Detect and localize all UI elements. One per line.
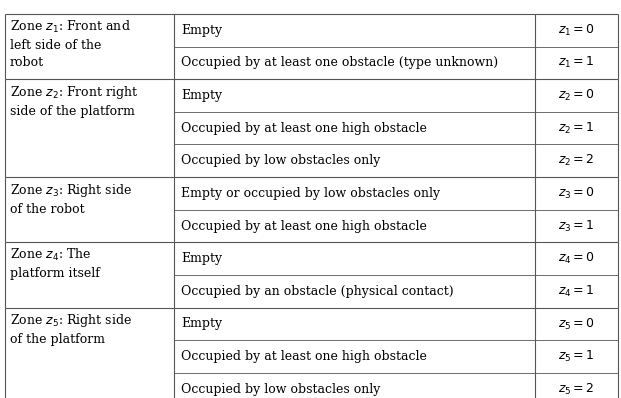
Text: $z_{1}=1$: $z_{1}=1$ (558, 55, 595, 70)
Text: Empty or occupied by low obstacles only: Empty or occupied by low obstacles only (181, 187, 440, 200)
Text: $z_{2}=1$: $z_{2}=1$ (558, 121, 595, 136)
Text: $z_{1}=0$: $z_{1}=0$ (558, 23, 595, 38)
Text: Zone $z_{5}$: Right side
of the platform: Zone $z_{5}$: Right side of the platform (10, 312, 132, 346)
Text: Occupied by at least one high obstacle: Occupied by at least one high obstacle (181, 220, 427, 232)
Text: Occupied by low obstacles only: Occupied by low obstacles only (181, 154, 381, 167)
Text: Occupied by at least one high obstacle: Occupied by at least one high obstacle (181, 350, 427, 363)
Text: Zone $z_{3}$: Right side
of the robot: Zone $z_{3}$: Right side of the robot (10, 182, 132, 216)
Text: Occupied by at least one high obstacle: Occupied by at least one high obstacle (181, 122, 427, 135)
Text: Occupied by at least one obstacle (type unknown): Occupied by at least one obstacle (type … (181, 57, 499, 69)
Text: Empty: Empty (181, 24, 222, 37)
Text: $z_{4}=0$: $z_{4}=0$ (558, 251, 595, 266)
Text: Zone $z_{1}$: Front and
left side of the
robot: Zone $z_{1}$: Front and left side of the… (10, 19, 130, 69)
Text: $z_{2}=0$: $z_{2}=0$ (558, 88, 595, 103)
Text: $z_{4}=1$: $z_{4}=1$ (558, 284, 595, 299)
Text: $z_{5}=2$: $z_{5}=2$ (558, 382, 595, 397)
Text: $z_{2}=2$: $z_{2}=2$ (558, 153, 595, 168)
Text: Zone $z_{2}$: Front right
side of the platform: Zone $z_{2}$: Front right side of the pl… (10, 84, 138, 118)
Text: Occupied by low obstacles only: Occupied by low obstacles only (181, 383, 381, 396)
Text: $z_{5}=0$: $z_{5}=0$ (558, 316, 595, 332)
Text: Zone $z_{4}$: The
platform itself: Zone $z_{4}$: The platform itself (10, 247, 100, 280)
Text: $z_{5}=1$: $z_{5}=1$ (558, 349, 595, 364)
Text: Empty: Empty (181, 89, 222, 102)
Text: $z_{3}=0$: $z_{3}=0$ (558, 186, 595, 201)
Text: Empty: Empty (181, 252, 222, 265)
Text: Empty: Empty (181, 318, 222, 330)
Text: Occupied by an obstacle (physical contact): Occupied by an obstacle (physical contac… (181, 285, 454, 298)
Text: $z_{3}=1$: $z_{3}=1$ (558, 219, 595, 234)
